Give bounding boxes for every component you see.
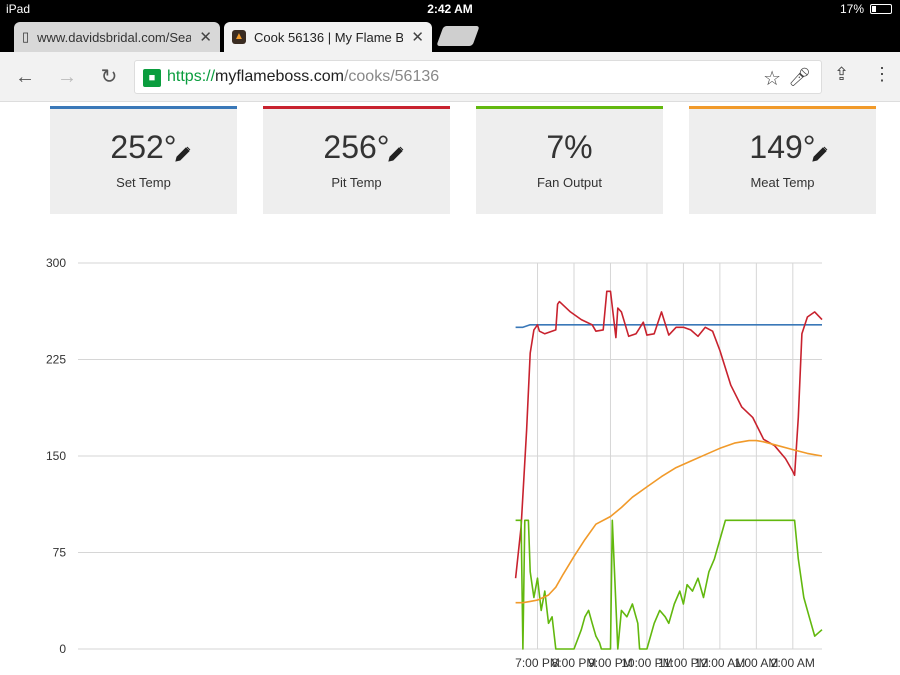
reload-icon[interactable]: ↻: [100, 66, 118, 88]
fan-output-card: 7% Fan Output: [476, 106, 663, 214]
y-tick-label: 75: [53, 546, 67, 560]
card-label: Fan Output: [536, 175, 603, 190]
card-label: Set Temp: [116, 175, 171, 190]
x-tick-label: 8:00 PM: [552, 656, 597, 670]
tab-flameboss[interactable]: ▲ Cook 56136 | My Flame Boss ✕: [224, 22, 432, 52]
card-label: Meat Temp: [750, 175, 815, 190]
meat-temp-card: 149° Meat Temp: [689, 106, 876, 214]
y-tick-label: 300: [46, 256, 66, 270]
lock-icon: ■: [143, 69, 161, 87]
tab-bar: ▯ www.davidsbridal.com/Sear ✕ ▲ Cook 561…: [0, 18, 900, 52]
card-value: 7%: [546, 129, 593, 165]
url-host: myflameboss.com: [215, 68, 344, 85]
share-icon[interactable]: ⇪: [834, 64, 850, 84]
close-tab-icon[interactable]: ✕: [199, 29, 212, 46]
y-tick-label: 0: [59, 642, 66, 656]
back-icon[interactable]: ←: [15, 66, 35, 88]
flame-favicon-icon: ▲: [232, 30, 246, 44]
series-line: [515, 324, 822, 329]
url-text: https://myflameboss.com/cooks/56136: [167, 68, 439, 86]
battery-percent: 17%: [839, 2, 864, 16]
edit-pencil-icon[interactable]: [174, 145, 192, 163]
forward-icon[interactable]: →: [57, 66, 77, 88]
y-tick-label: 225: [46, 353, 66, 367]
bookmark-star-icon[interactable]: ☆: [763, 68, 781, 90]
y-tick-label: 150: [46, 449, 66, 463]
x-tick-label: 1:00 AM: [734, 656, 778, 670]
page-icon: ▯: [22, 29, 30, 44]
tab-davidsbridal[interactable]: ▯ www.davidsbridal.com/Sear ✕: [14, 22, 220, 52]
status-right: 17%: [840, 2, 892, 16]
edit-pencil-icon[interactable]: [387, 145, 405, 163]
series-line: [515, 439, 823, 604]
pit-temp-card: 256° Pit Temp: [263, 106, 450, 214]
url-scheme: https://: [167, 68, 216, 85]
tab-title: Cook 56136 | My Flame Boss: [254, 29, 404, 45]
card-value: 256°: [323, 129, 390, 165]
series-line: [514, 290, 823, 579]
set-temp-card: 252° Set Temp: [50, 106, 237, 214]
x-tick-label: 7:00 PM: [515, 656, 560, 670]
battery-icon: [870, 4, 892, 14]
microphone-icon[interactable]: 🎤︎: [788, 67, 811, 87]
address-bar[interactable]: ■ https://myflameboss.com/cooks/56136 ☆ …: [134, 60, 822, 94]
new-tab-button[interactable]: [436, 26, 480, 46]
x-tick-label: 2:00 AM: [771, 656, 815, 670]
x-tick-label: 12:00 AM: [695, 656, 746, 670]
status-bar: iPad 2:42 AM 17%: [0, 0, 900, 18]
device-label: iPad: [6, 2, 31, 16]
close-tab-icon[interactable]: ✕: [411, 29, 424, 46]
x-tick-label: 9:00 PM: [588, 656, 633, 670]
clock: 2:42 AM: [427, 2, 473, 16]
card-value: 252°: [110, 129, 177, 165]
browser-toolbar: ← → ↻ ■ https://myflameboss.com/cooks/56…: [0, 52, 900, 102]
card-value: 149°: [749, 129, 816, 165]
url-path: /cooks/56136: [343, 68, 440, 85]
x-tick-label: 10:00 PM: [621, 656, 672, 670]
edit-pencil-icon[interactable]: [811, 145, 829, 163]
menu-icon[interactable]: ⋮: [873, 64, 891, 84]
tab-title: www.davidsbridal.com/Sear: [37, 29, 192, 45]
series-line: [515, 519, 823, 650]
card-label: Pit Temp: [331, 175, 382, 190]
x-tick-label: 11:00 PM: [658, 656, 708, 670]
